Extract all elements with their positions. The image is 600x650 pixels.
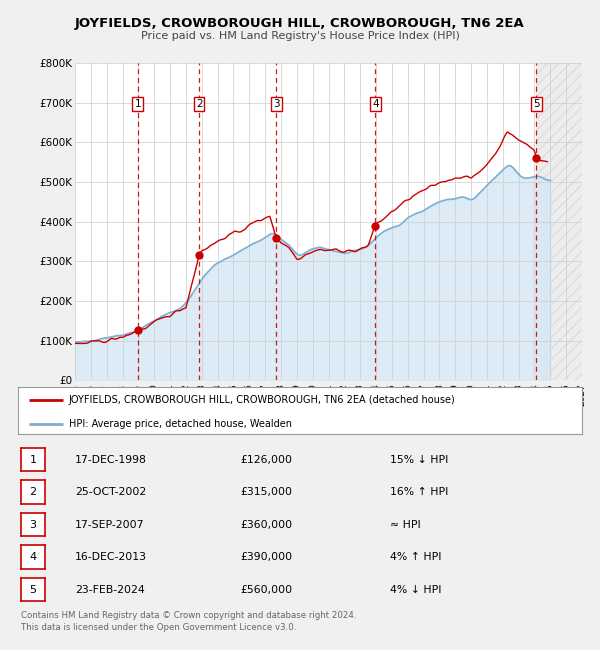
Text: 1: 1: [29, 454, 37, 465]
Text: £390,000: £390,000: [240, 552, 292, 562]
Text: 3: 3: [273, 99, 280, 109]
Text: 2: 2: [29, 487, 37, 497]
Text: 17-DEC-1998: 17-DEC-1998: [75, 454, 147, 465]
Text: 25-OCT-2002: 25-OCT-2002: [75, 487, 146, 497]
Text: 3: 3: [29, 519, 37, 530]
Text: HPI: Average price, detached house, Wealden: HPI: Average price, detached house, Weal…: [69, 419, 292, 429]
Text: 16% ↑ HPI: 16% ↑ HPI: [390, 487, 448, 497]
Text: 15% ↓ HPI: 15% ↓ HPI: [390, 454, 448, 465]
Text: ≈ HPI: ≈ HPI: [390, 519, 421, 530]
Text: £315,000: £315,000: [240, 487, 292, 497]
Text: JOYFIELDS, CROWBOROUGH HILL, CROWBOROUGH, TN6 2EA: JOYFIELDS, CROWBOROUGH HILL, CROWBOROUGH…: [75, 17, 525, 30]
Text: 4: 4: [372, 99, 379, 109]
Text: Contains HM Land Registry data © Crown copyright and database right 2024.
This d: Contains HM Land Registry data © Crown c…: [21, 611, 356, 632]
Text: 17-SEP-2007: 17-SEP-2007: [75, 519, 145, 530]
Text: 5: 5: [29, 584, 37, 595]
Text: £126,000: £126,000: [240, 454, 292, 465]
Text: 4% ↑ HPI: 4% ↑ HPI: [390, 552, 442, 562]
Text: 16-DEC-2013: 16-DEC-2013: [75, 552, 147, 562]
Text: JOYFIELDS, CROWBOROUGH HILL, CROWBOROUGH, TN6 2EA (detached house): JOYFIELDS, CROWBOROUGH HILL, CROWBOROUGH…: [69, 395, 455, 405]
Text: £360,000: £360,000: [240, 519, 292, 530]
Text: £560,000: £560,000: [240, 584, 292, 595]
Text: 4: 4: [29, 552, 37, 562]
Text: 1: 1: [134, 99, 141, 109]
Text: 23-FEB-2024: 23-FEB-2024: [75, 584, 145, 595]
Text: 4% ↓ HPI: 4% ↓ HPI: [390, 584, 442, 595]
Text: 5: 5: [533, 99, 540, 109]
Text: 2: 2: [196, 99, 202, 109]
Text: Price paid vs. HM Land Registry's House Price Index (HPI): Price paid vs. HM Land Registry's House …: [140, 31, 460, 41]
